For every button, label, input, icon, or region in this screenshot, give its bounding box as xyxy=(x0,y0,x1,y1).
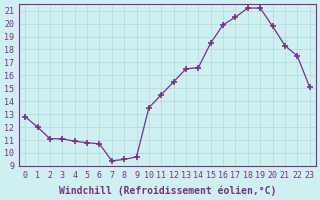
X-axis label: Windchill (Refroidissement éolien,°C): Windchill (Refroidissement éolien,°C) xyxy=(59,185,276,196)
